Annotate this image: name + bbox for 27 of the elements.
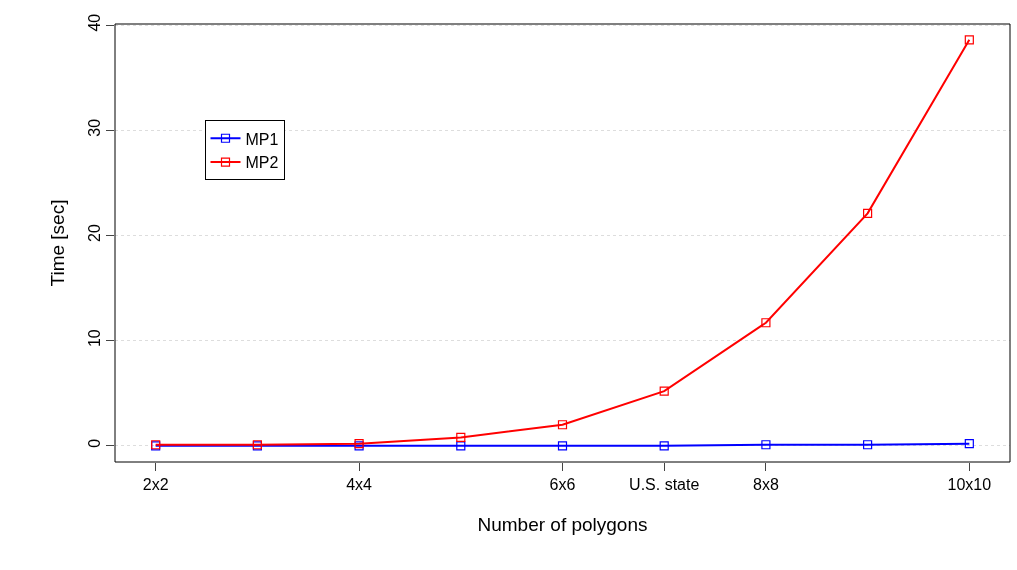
y-tick-label: 10 [85,329,103,348]
x-tick-label: 6x6 [549,476,576,494]
point [863,440,873,450]
x-axis-title: Number of polygons [477,514,648,535]
x-tick-label: U.S. state [629,476,700,494]
y-tick-label: 30 [85,118,103,137]
y-tick-label: 20 [85,224,103,242]
point [761,440,771,450]
legend-label: MP1 [245,130,279,148]
point [863,208,873,218]
x-tick-label: 8x8 [753,476,779,494]
x-tick-label: 2x2 [142,476,169,494]
legend-label: MP2 [245,154,279,172]
y-tick-label: 0 [85,438,103,448]
point [456,432,466,442]
y-tick-label: 40 [85,13,103,32]
y-axis-title: Time [sec] [47,199,69,287]
x-tick-label: 10x10 [947,476,992,494]
point [964,35,974,45]
point [456,441,466,451]
point [964,439,974,449]
point [761,318,771,328]
point [659,386,669,396]
point [659,441,669,451]
x-tick-label: 4x4 [346,476,373,494]
point [557,441,568,451]
point [557,420,568,430]
